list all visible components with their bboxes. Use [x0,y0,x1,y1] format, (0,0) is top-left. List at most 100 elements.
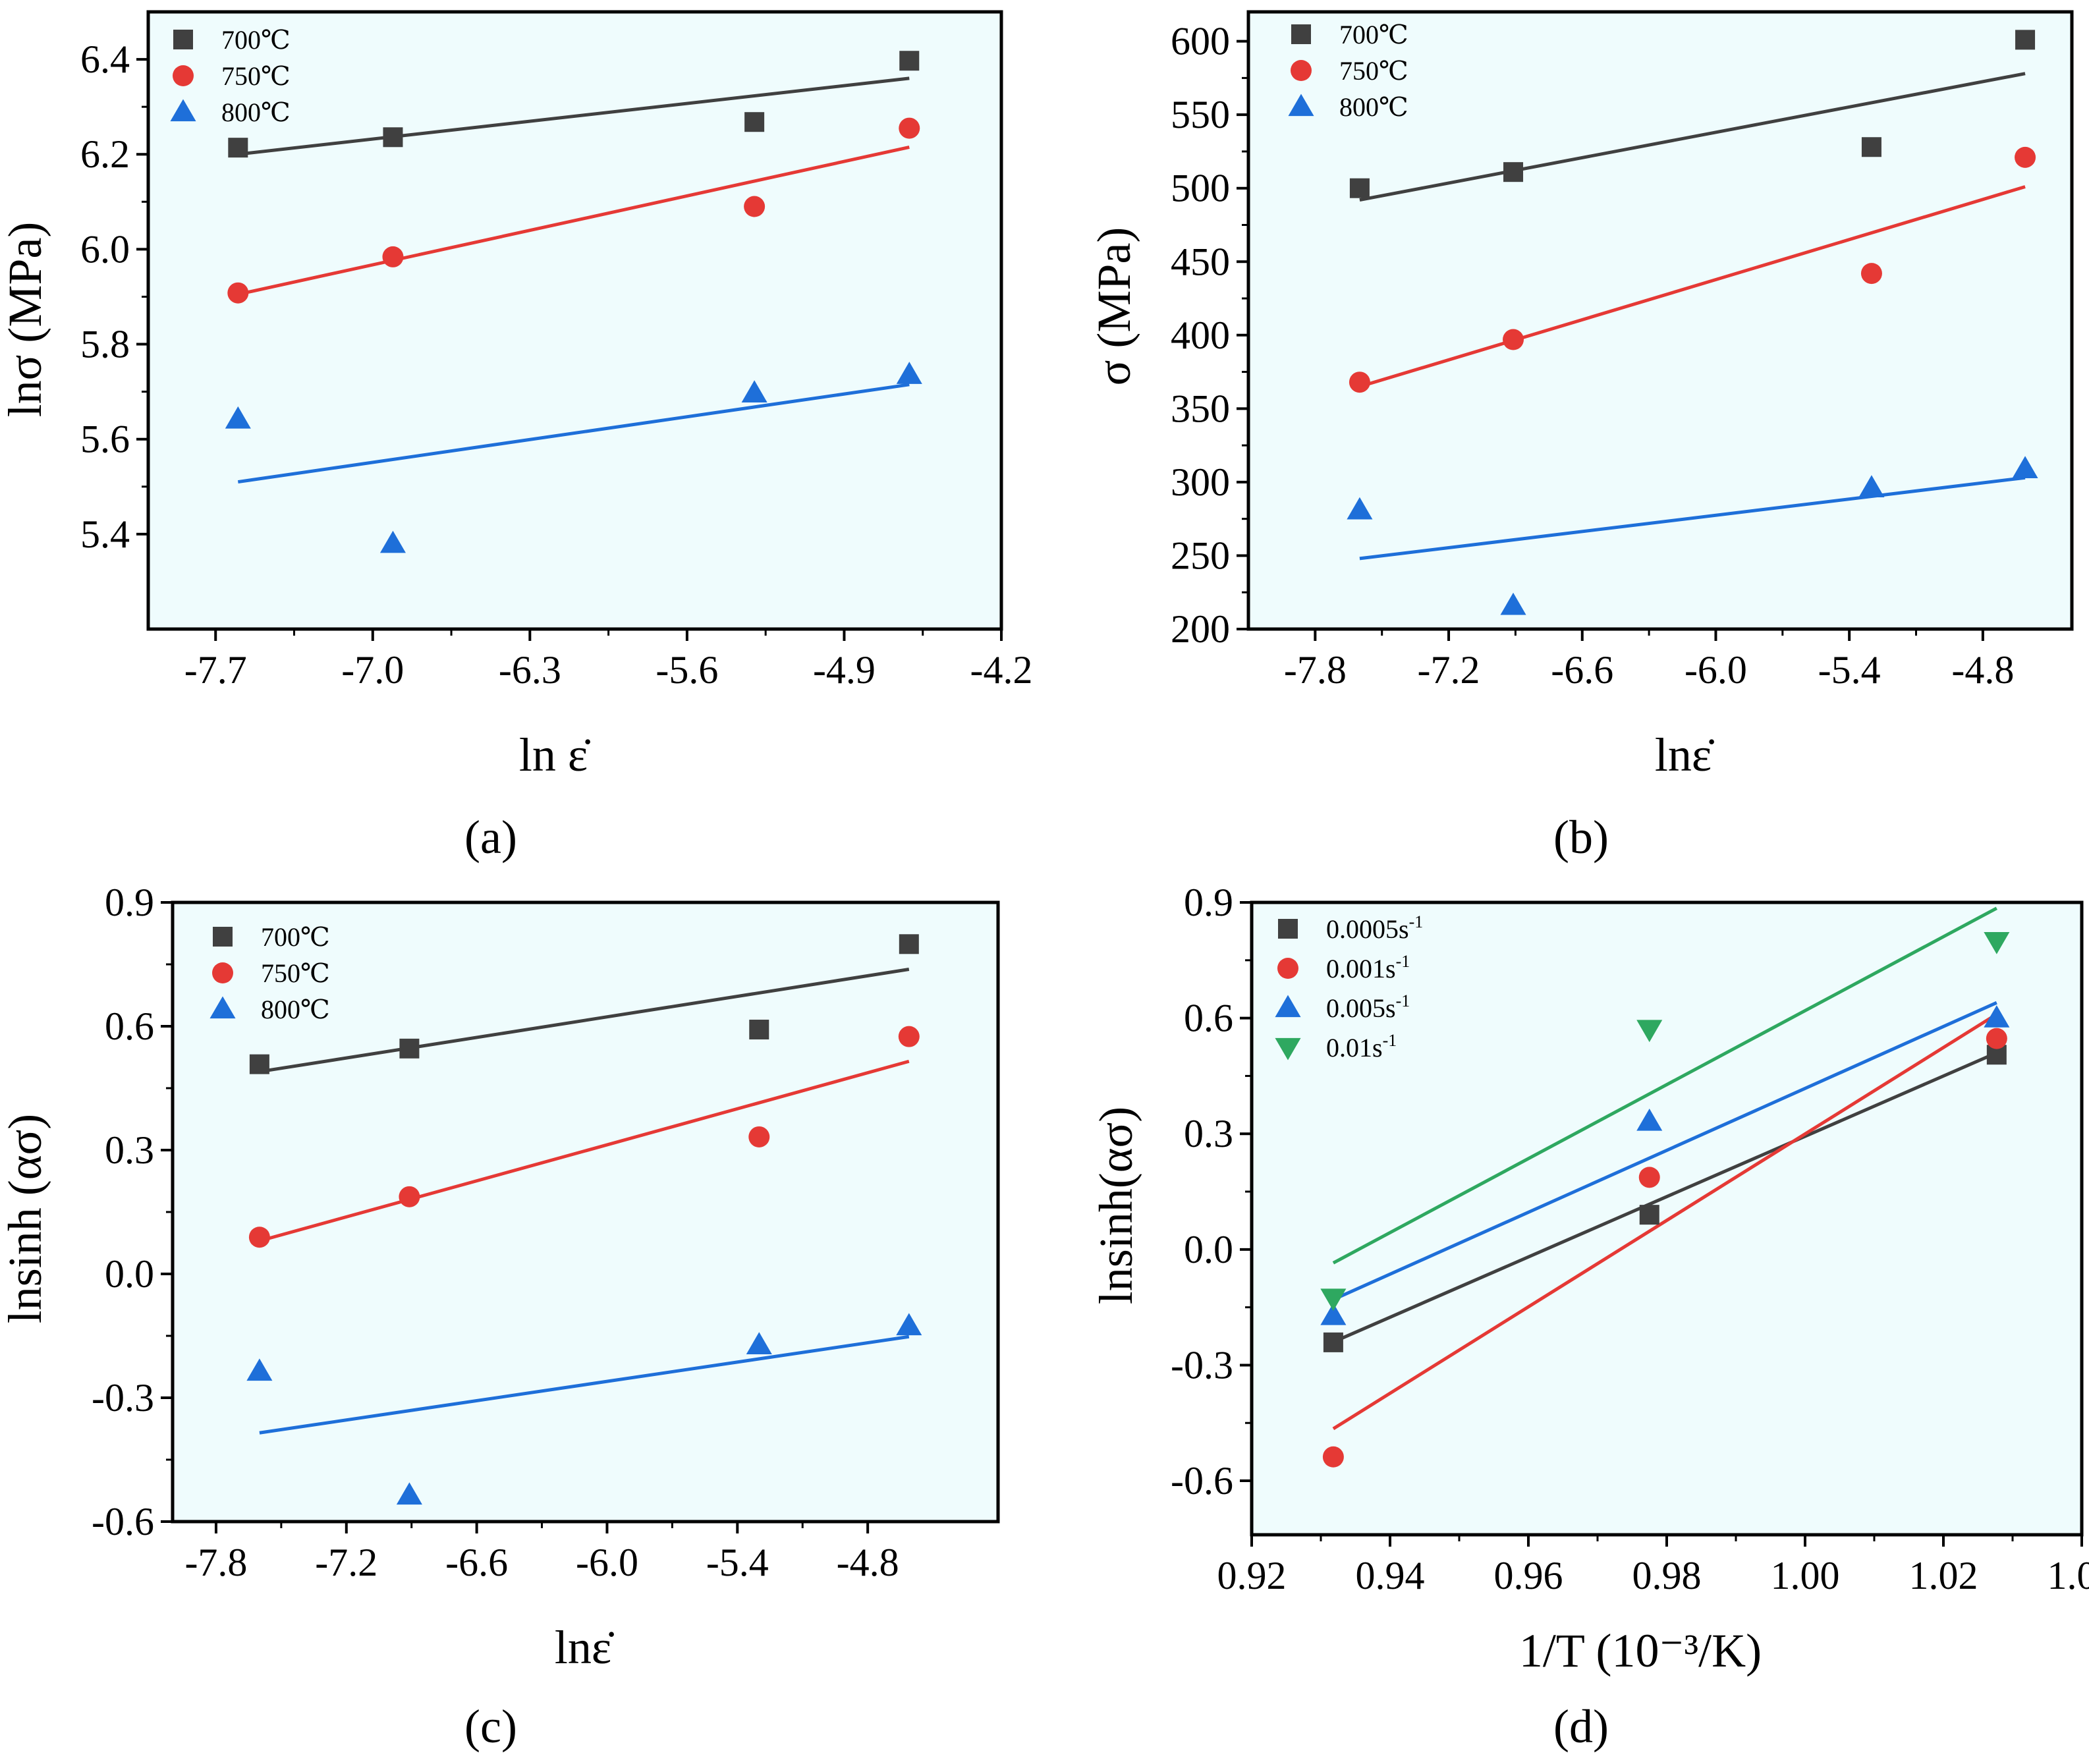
panel-a: -7.7 -7.0 -6.3 -5.6 -4.9 -4.2 5.4 5.6 5.8 6.0 6.2 6… [0,10,1033,864]
data-point [227,282,249,304]
y-tick-label: 6.4 [80,38,130,81]
data-point [744,196,766,217]
x-tick-label: -6.6 [1551,648,1613,692]
data-point [379,530,406,553]
panel-label: (b) [1553,811,1609,864]
x-tick-label: -6.3 [499,648,561,692]
x-tick-label: -4.8 [1951,648,2014,692]
legend-marker [209,996,236,1019]
data-point [1639,1205,1659,1225]
legend-marker [212,962,233,983]
data-point [899,117,920,139]
plot-area [1246,10,2074,631]
data-point [898,1026,920,1047]
data-point [1638,1167,1660,1188]
fit-line [1332,1001,1997,1302]
plot-area [171,900,1000,1524]
y-tick-label: 0.9 [105,881,154,924]
panel-label: (d) [1553,1700,1609,1753]
data-point [1347,497,1373,520]
legend: 700℃ 750℃ 800℃ [1288,20,1408,122]
fit-line [1332,1012,1998,1431]
x-tick-label: -7.2 [315,1541,377,1584]
panel-c: -7.8 -7.2 -6.6 -6.0 -5.4 -4.8 -0.6 -0.3 0.0 0.3 0.… [0,881,1000,1753]
legend-marker [173,30,193,49]
fit-line [259,1335,910,1435]
legend-label: 700℃ [261,922,330,952]
data-point [1323,1332,1343,1352]
legend-marker [213,927,233,947]
x-tick-label: -6.0 [576,1541,638,1584]
data-point [1322,1446,1344,1468]
x-tick-label: 0.98 [1632,1554,1702,1597]
data-point [1636,1020,1663,1043]
fit-line [237,145,910,296]
data-point [1984,1005,2010,1028]
y-tick-label: 550 [1171,93,1230,136]
x-tick-label: -4.8 [837,1541,899,1584]
legend-marker [1291,24,1311,44]
y-tick-label: 5.6 [80,418,130,461]
data-point [228,138,248,158]
legend-marker [1291,60,1312,81]
x-tick-label: -7.8 [184,1541,247,1584]
y-tick-label: 400 [1171,314,1230,357]
data-point [399,1186,420,1207]
data-point [899,51,920,71]
legend-marker [170,99,196,122]
legend-label: 750℃ [1339,56,1408,86]
legend-superscript: -1 [1383,1031,1397,1050]
legend-superscript: -1 [1396,952,1410,971]
legend-label: 700℃ [221,25,291,55]
x-axis-label: 1/T (10⁻³/K) [1519,1624,1762,1677]
x-tick-label: -4.2 [970,648,1033,692]
x-tick-label: -5.4 [706,1541,769,1584]
legend-marker [1275,995,1301,1018]
fit-line [259,1059,910,1243]
fit-line [1332,1051,1997,1344]
y-tick-label: 5.4 [80,512,130,556]
y-tick-label: 0.0 [105,1252,154,1296]
y-tick-label: 0.0 [1184,1228,1233,1271]
x-tick-label: -7.0 [341,648,404,692]
legend-label: 750℃ [221,61,291,91]
fit-line [259,968,910,1074]
x-tick-label: 0.94 [1356,1554,1425,1597]
x-tick-label: 0.92 [1217,1554,1287,1597]
data-point [1349,178,1370,198]
legend-label: 800℃ [1339,92,1408,122]
y-tick-label: 450 [1171,240,1230,283]
data-point [1503,329,1524,350]
data-point [744,112,765,132]
x-tick-label: -7.2 [1418,648,1480,692]
y-tick-label: 200 [1171,607,1230,651]
data-point [741,380,767,402]
data-point [2015,146,2036,168]
y-tick-label: 600 [1171,20,1230,63]
legend-label: 0.0005s-1 [1326,912,1423,944]
x-axis-label: lnε̇ [1655,729,1714,781]
data-point [246,1358,273,1381]
data-point [2015,30,2036,50]
data-point [225,406,251,429]
panel-label: (c) [464,1700,517,1753]
x-tick-label: -7.7 [184,648,247,692]
data-point [249,1054,269,1074]
fit-line [237,383,910,484]
data-point [1636,1108,1663,1131]
y-axis-label: lnsinh(ασ) [1090,1107,1142,1305]
y-tick-label: 250 [1171,534,1230,577]
x-tick-label: 1.00 [1771,1554,1840,1597]
data-point [1320,1288,1347,1311]
legend-marker [1278,919,1298,939]
x-tick-label: -5.6 [655,648,718,692]
x-tick-label: 0.96 [1494,1554,1563,1597]
legend-marker [1288,94,1314,117]
legend-superscript: -1 [1396,991,1410,1010]
x-tick-label: -4.9 [813,648,876,692]
data-point [382,246,404,267]
legend: 700℃ 750℃ 800℃ [170,25,291,127]
legend-marker [1275,1037,1301,1061]
legend-marker [1277,958,1298,979]
